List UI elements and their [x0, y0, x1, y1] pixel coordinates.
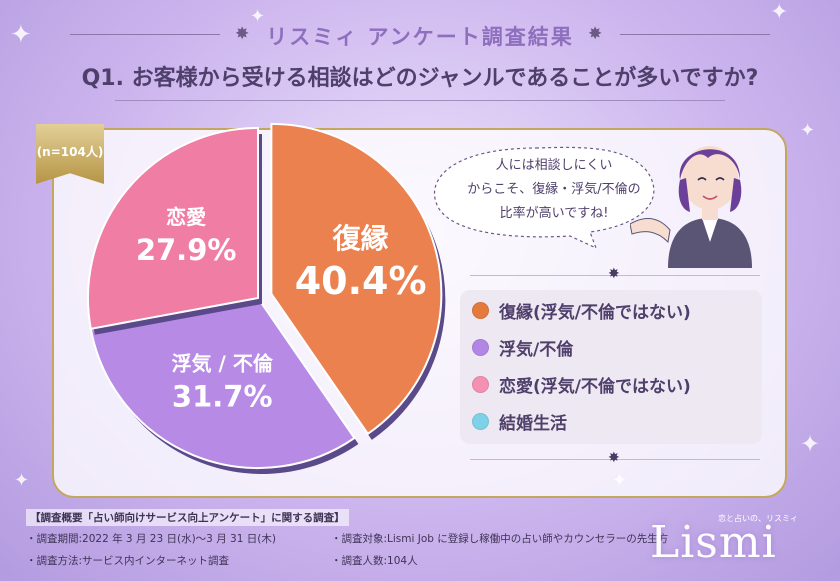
question-rule	[115, 100, 725, 101]
legend-label: 結婚生活	[499, 413, 567, 434]
legend-swatch	[472, 338, 489, 356]
legend-swatch	[472, 301, 489, 319]
legend-label: 復縁(浮気/不倫ではない)	[499, 302, 691, 323]
legend-label: 浮気/不倫	[499, 339, 574, 360]
sparkle-icon: ✦	[14, 470, 30, 491]
legend: 復縁(浮気/不倫ではない) 浮気/不倫 恋愛(浮気/不倫ではない) 結婚生活	[460, 290, 762, 444]
legend-divider	[470, 275, 760, 276]
logo-tagline: 恋と占いの、リスミィ	[718, 514, 798, 523]
speech-bubble-text: 人には相談しにくい からこそ、復縁・浮気/不倫の 比率が高いですね!	[448, 154, 660, 226]
pie-slice	[270, 122, 443, 436]
legend-item: 復縁(浮気/不倫ではない)	[472, 295, 691, 325]
slice-value-label: 27.9%	[136, 233, 237, 267]
survey-details-heading: 【調査概要「占い師向けサービス向上アンケート」に関する調査】	[26, 509, 349, 526]
star-icon: ✸	[608, 450, 620, 466]
legend-item: 結婚生活	[472, 406, 567, 436]
sparkle-icon: ✦	[770, 0, 789, 25]
legend-item: 恋愛(浮気/不倫ではない)	[472, 369, 691, 399]
slice-category-label: 恋愛	[166, 205, 206, 229]
bubble-line: からこそ、復縁・浮気/不倫の	[467, 182, 641, 197]
bubble-line: 人には相談しにくい	[495, 158, 613, 173]
pie-slice	[87, 126, 259, 330]
logo-text: Lismi	[650, 517, 777, 568]
star-icon: ✸	[608, 266, 620, 282]
sparkle-icon: ✦	[800, 120, 816, 141]
sample-size-label: (n=104人)	[36, 145, 104, 159]
survey-period: ・調査期間:2022 年 3 月 23 日(水)〜3 月 31 日(木)	[26, 533, 276, 545]
legend-item: 浮気/不倫	[472, 332, 573, 362]
legend-swatch	[472, 412, 489, 430]
survey-count: ・調査人数:104人	[331, 555, 418, 567]
legend-divider	[470, 459, 760, 460]
slice-value-label: 31.7%	[172, 379, 273, 413]
title-rule-right	[620, 34, 770, 35]
sparkle-icon: ✦	[250, 6, 266, 27]
consultant-illustration	[630, 146, 752, 268]
question-text: Q1. お客様から受ける相談はどのジャンルであることが多いですか?	[81, 66, 759, 91]
survey-title: リスミィ アンケート調査結果	[266, 25, 574, 49]
slice-category-label: 浮気 / 不倫	[172, 351, 274, 375]
star-icon: ✸	[588, 24, 603, 44]
survey-method: ・調査方法:サービス内インターネット調査	[26, 555, 230, 567]
slice-category-label: 復縁	[332, 222, 389, 255]
slice-value-label: 40.4%	[295, 259, 427, 303]
sparkle-icon: ✦	[800, 430, 821, 458]
legend-swatch	[472, 375, 489, 393]
sparkle-icon: ✦	[10, 20, 32, 50]
lismi-logo: 恋と占いの、リスミィ Lismi	[650, 513, 825, 573]
survey-details: 【調査概要「占い師向けサービス向上アンケート」に関する調査】 ・調査期間:202…	[26, 509, 668, 579]
title-rule-left	[70, 34, 220, 35]
speech-bubble	[433, 146, 655, 250]
bubble-line: 比率が高いですね!	[499, 206, 609, 221]
header: ✸ ✸ リスミィ アンケート調査結果 Q1. お客様から受ける相談はどのジャンル…	[0, 0, 840, 110]
survey-title-row: ✸ ✸ リスミィ アンケート調査結果	[70, 20, 770, 50]
survey-target: ・調査対象:Lismi Job に登録し稼働中の占い師やカウンセラーの先生方	[331, 533, 669, 545]
star-icon: ✸	[235, 24, 250, 44]
legend-label: 恋愛(浮気/不倫ではない)	[499, 376, 691, 397]
pie-slice	[89, 296, 356, 469]
